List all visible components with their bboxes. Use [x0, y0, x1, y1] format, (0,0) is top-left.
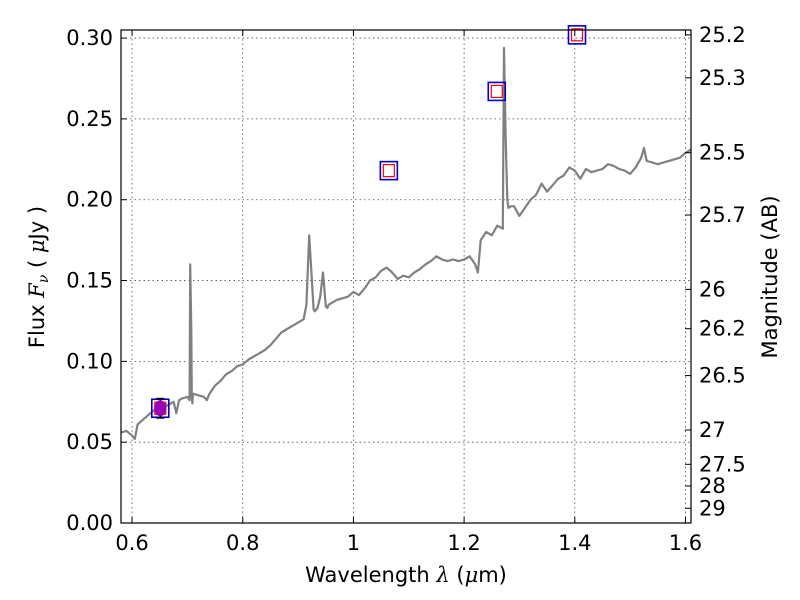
plot-frame: [120, 29, 692, 524]
x-tick-label: 1.6: [669, 531, 702, 555]
y2-tick-label: 26.2: [699, 317, 746, 341]
y-tick-label: 0.25: [66, 107, 113, 131]
y2-tick-label: 25.3: [699, 66, 746, 90]
x-tick-label: 1.4: [558, 531, 591, 555]
y2-tick-label: 26: [699, 277, 726, 301]
data-photometry-box: [570, 28, 584, 42]
x-tick-label: 1: [347, 531, 360, 555]
y2-tick-label: 27.5: [699, 452, 746, 476]
spectrum-line: [120, 46, 692, 440]
y2-tick-label: 25.2: [699, 23, 746, 47]
photometry-markers: [150, 25, 587, 419]
model-photometry-box: [487, 81, 507, 102]
y2-tick-label: 29: [699, 496, 726, 520]
model-photometry-box: [567, 25, 587, 45]
y2-tick-label: 27: [699, 418, 726, 442]
y-tick-label: 0.05: [66, 430, 113, 454]
y2-tick-label: 25.7: [699, 203, 746, 227]
data-photometry-box: [382, 164, 395, 178]
y-tick-label: 0.15: [66, 269, 113, 293]
y-tick-label: 0.00: [66, 511, 113, 535]
observed-point: [154, 400, 167, 417]
axis-ticks: 0.6 0.8 1 1.2 1.4 1.6 0.00 0.05 0.10 0.15 0.20 0.25…: [66, 23, 746, 555]
x-tick-label: 0.8: [226, 531, 259, 555]
x-axis-label: Wavelength λ (μm): [305, 563, 507, 587]
y-tick-label: 0.20: [66, 188, 113, 212]
spectrum-series: [120, 46, 692, 440]
y-axis-label: Flux Fν ( μJy ): [25, 206, 52, 348]
x-tick-label: 0.6: [115, 531, 148, 555]
y-tick-label: 0.30: [66, 26, 113, 50]
y2-tick-label: 26.5: [699, 364, 746, 388]
data-photometry-box: [490, 84, 503, 99]
y2-tick-label: 28: [699, 474, 726, 498]
model-photometry-box: [379, 160, 399, 181]
y2-tick-label: 25.5: [699, 141, 746, 165]
y-tick-label: 0.10: [66, 349, 113, 373]
x-tick-label: 1.2: [447, 531, 480, 555]
y2-axis-label: Magnitude (AB): [758, 195, 782, 358]
